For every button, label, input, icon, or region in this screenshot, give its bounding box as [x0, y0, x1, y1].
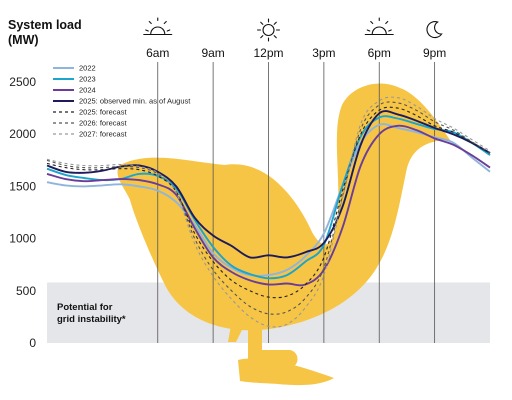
sunrise-icon-ray-3: [148, 20, 152, 25]
sunset-icon-half-sun: [371, 26, 387, 35]
sunset-icon-ray-1: [388, 29, 392, 32]
legend-label-2027-forecast: 2027: forecast: [79, 130, 127, 139]
sunset-icon-ray-3: [370, 20, 374, 25]
x-tick-label-9am: 9am: [201, 46, 224, 60]
legend-label-2025-observed-min-as-of-august: 2025: observed min. as of August: [79, 97, 191, 106]
sunset-icon: [364, 17, 394, 36]
sunrise-icon-ray-1: [166, 29, 171, 32]
series-lines: [46, 96, 491, 328]
legend-label-2023: 2023: [79, 75, 96, 84]
duck-foot-right: [238, 358, 334, 386]
series-line-2025-forecast: [46, 106, 491, 299]
sun-icon: [256, 18, 281, 42]
sunset-icon-ray-0: [366, 29, 371, 32]
time-of-day-icons: 6am 9am 12pm 3pm 6pm 9pm: [143, 17, 446, 60]
y-tick-label-0: 0: [29, 336, 36, 350]
y-tick-label-1500: 1500: [9, 179, 36, 193]
legend-label-2024: 2024: [79, 86, 96, 95]
y-axis: 0 500 1000 1500 2000 2500: [9, 75, 36, 350]
y-axis-title-line2: (MW): [8, 33, 39, 47]
moon-icon: [426, 21, 443, 39]
y-tick-label-2000: 2000: [9, 127, 36, 141]
y-tick-label-2500: 2500: [9, 75, 36, 89]
sunset-icon-ray-4: [385, 20, 389, 25]
sun-icon-ray-1: [273, 35, 277, 39]
x-tick-label-6pm: 6pm: [368, 46, 391, 60]
moon-icon-crescent: [426, 21, 443, 39]
sunrise-icon-ray-0: [145, 29, 149, 32]
y-tick-label-1000: 1000: [9, 232, 36, 246]
legend-label-2022: 2022: [79, 64, 96, 73]
series-line-2024: [46, 124, 491, 287]
duck-body: [117, 83, 450, 331]
sun-icon-ray-5: [260, 21, 264, 25]
y-tick-label-500: 500: [16, 284, 36, 298]
sunrise-icon-ray-4: [163, 20, 167, 25]
x-tick-label-6am: 6am: [146, 46, 169, 60]
hour-gridlines: [157, 62, 436, 343]
x-tick-label-3pm: 3pm: [312, 46, 335, 60]
series-line-2026-forecast: [46, 101, 491, 315]
series-line-2027-forecast: [46, 96, 491, 328]
duck-silhouette: [117, 83, 450, 386]
sunrise-icon: [143, 17, 173, 36]
sun-icon-ray-7: [273, 21, 277, 25]
sun-icon-disc: [262, 23, 275, 37]
y-axis-title-line1: System load: [8, 18, 82, 32]
y-axis-title: System load (MW): [8, 18, 82, 48]
legend: 2022 2023 2024 2025: observed min. as of Au…: [53, 64, 191, 139]
series-line-2022: [46, 123, 491, 277]
instability-band-label-line1: Potential for: [57, 302, 113, 313]
legend-label-2026-forecast: 2026: forecast: [79, 119, 127, 128]
duck-leg-right: [228, 320, 244, 342]
sunrise-icon-half-sun: [150, 26, 166, 35]
x-tick-label-9pm: 9pm: [423, 46, 446, 60]
instability-band-label: Potential for grid instability*: [57, 302, 126, 326]
legend-label-2025-forecast: 2025: forecast: [79, 108, 127, 117]
instability-band-label-line2: grid instability*: [57, 314, 126, 325]
sun-icon-ray-3: [260, 35, 264, 39]
x-tick-label-12pm: 12pm: [253, 46, 283, 60]
